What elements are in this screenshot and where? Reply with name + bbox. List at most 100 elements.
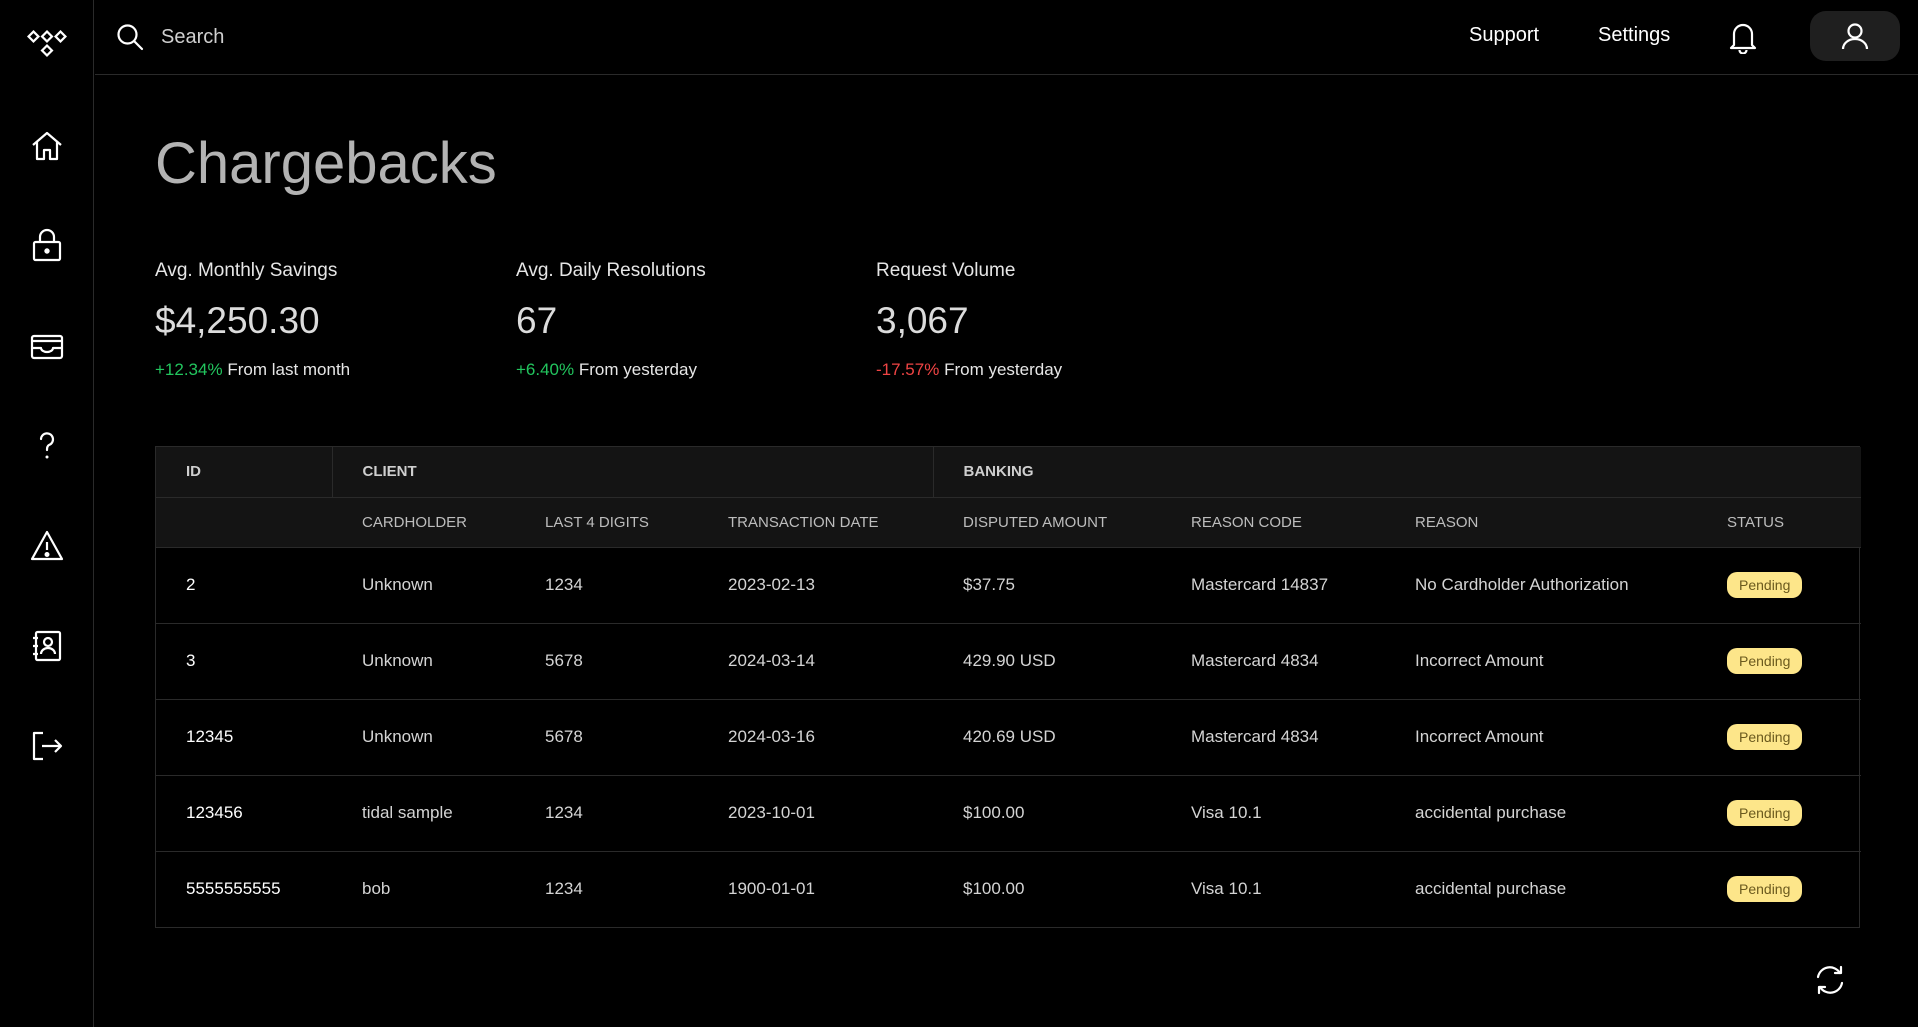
- cell-reason: No Cardholder Authorization: [1385, 547, 1697, 624]
- cell-last4: 1234: [515, 547, 698, 624]
- chargebacks-table: ID CLIENT BANKING CARDHOLDER LAST 4 DIGI…: [155, 446, 1861, 928]
- stat-change: +6.40% From yesterday: [516, 360, 706, 380]
- table-row[interactable]: 5555555555 bob 1234 1900-01-01 $100.00 V…: [156, 851, 1861, 927]
- cell-status: Pending: [1697, 775, 1861, 852]
- column-header-disputed-amount: DISPUTED AMOUNT: [933, 497, 1161, 548]
- cell-id: 123456: [156, 775, 332, 852]
- stat-change-suffix: From yesterday: [944, 360, 1063, 379]
- cell-reason: Incorrect Amount: [1385, 623, 1697, 700]
- sidebar-item-logout[interactable]: [22, 721, 72, 771]
- column-group-banking: BANKING: [933, 447, 1861, 498]
- column-header-transaction-date: TRANSACTION DATE: [698, 497, 933, 548]
- cell-id: 5555555555: [186, 879, 281, 899]
- table-row[interactable]: 123456 tidal sample 1234 2023-10-01 $100…: [156, 775, 1861, 852]
- logout-icon: [32, 731, 63, 761]
- column-header-reason: REASON: [1385, 497, 1697, 548]
- warning-icon: [30, 530, 64, 561]
- cell-reason: accidental purchase: [1385, 775, 1697, 852]
- cell-reason-code: Visa 10.1: [1191, 879, 1262, 899]
- cell-id: 12345: [156, 699, 332, 776]
- page-title: Chargebacks: [155, 131, 497, 196]
- support-link[interactable]: Support: [1469, 24, 1540, 46]
- status-badge: Pending: [1727, 724, 1803, 750]
- cell-reason: Incorrect Amount: [1385, 699, 1697, 776]
- stat-value: 3,067: [876, 300, 969, 341]
- column-header-cardholder: CARDHOLDER: [332, 497, 515, 548]
- column-header-reason-code: REASON CODE: [1161, 497, 1385, 548]
- cell-status: Pending: [1697, 623, 1861, 700]
- cell-status: Pending: [1697, 851, 1861, 927]
- cell-reason-code: Mastercard 14837: [1161, 547, 1385, 624]
- stat-change-percent: -17.57%: [876, 360, 940, 379]
- logo-icon[interactable]: [27, 30, 67, 62]
- table-row[interactable]: 3 Unknown 5678 2024-03-14 429.90 USD Mas…: [156, 623, 1861, 700]
- cell-amount: $37.75: [933, 547, 1161, 624]
- cell-amount: $100.00: [933, 775, 1161, 852]
- stat-label: Request Volume: [876, 260, 1016, 281]
- cell-cardholder: Unknown: [332, 547, 515, 624]
- sidebar-item-security[interactable]: [22, 221, 72, 271]
- stat-change: +12.34% From last month: [155, 360, 350, 380]
- cell-status: Pending: [1697, 547, 1861, 624]
- cell-date: 2024-03-16: [698, 699, 933, 776]
- stat-label: Avg. Monthly Savings: [155, 260, 338, 281]
- cell-cardholder: bob: [362, 879, 391, 899]
- sidebar-item-wallet[interactable]: [22, 321, 72, 371]
- stat-label: Avg. Daily Resolutions: [516, 260, 706, 281]
- settings-link[interactable]: Settings: [1598, 24, 1671, 46]
- cell-cardholder: tidal sample: [332, 775, 515, 852]
- stat-value: 67: [516, 300, 558, 341]
- stat-request-volume: Request Volume 3,067 -17.57% From yester…: [876, 260, 1062, 380]
- search-icon[interactable]: [115, 22, 145, 52]
- stat-change-percent: +6.40%: [516, 360, 575, 379]
- column-header-empty: [156, 497, 332, 548]
- stat-change-percent: +12.34%: [155, 360, 223, 379]
- table-row[interactable]: 2 Unknown 1234 2023-02-13 $37.75 Masterc…: [156, 547, 1861, 624]
- cell-last4: 1234: [545, 879, 583, 899]
- user-icon: [1841, 23, 1869, 50]
- column-group-client: CLIENT: [332, 447, 934, 498]
- column-group-id: ID: [156, 447, 333, 498]
- cell-reason-code: Visa 10.1: [1161, 775, 1385, 852]
- cell-reason: accidental purchase: [1415, 879, 1567, 899]
- status-badge: Pending: [1727, 876, 1803, 903]
- column-header-status: STATUS: [1697, 497, 1861, 548]
- cell-date: 2023-10-01: [698, 775, 933, 852]
- cell-date: 1900-01-01: [728, 879, 815, 899]
- cell-amount: $100.00: [963, 879, 1025, 899]
- top-bar: Support Settings: [95, 0, 1918, 75]
- status-badge: Pending: [1727, 572, 1803, 598]
- cell-reason-code: Mastercard 4834: [1161, 699, 1385, 776]
- bell-icon[interactable]: [1727, 20, 1759, 54]
- status-badge: Pending: [1727, 648, 1803, 674]
- stat-change-suffix: From last month: [227, 360, 351, 379]
- stat-change-suffix: From yesterday: [578, 360, 697, 379]
- stat-value: $4,250.30: [155, 300, 320, 341]
- sidebar-item-help[interactable]: [22, 421, 72, 471]
- table-row[interactable]: 12345 Unknown 5678 2024-03-16 420.69 USD…: [156, 699, 1861, 776]
- sidebar-item-alerts[interactable]: [22, 521, 72, 571]
- cell-amount: 429.90 USD: [933, 623, 1161, 700]
- cell-cardholder: Unknown: [332, 623, 515, 700]
- cell-date: 2024-03-14: [698, 623, 933, 700]
- contacts-icon: [33, 630, 62, 662]
- cell-last4: 5678: [515, 623, 698, 700]
- search-input[interactable]: [161, 20, 581, 54]
- sidebar-item-home[interactable]: [22, 121, 72, 171]
- cell-id: 3: [156, 623, 332, 700]
- cell-date: 2023-02-13: [698, 547, 933, 624]
- column-header-last4: LAST 4 DIGITS: [515, 497, 698, 548]
- cell-amount: 420.69 USD: [933, 699, 1161, 776]
- sidebar-item-contacts[interactable]: [22, 621, 72, 671]
- status-badge: Pending: [1727, 800, 1803, 826]
- sidebar: [0, 0, 94, 1027]
- help-icon: [39, 432, 55, 459]
- stat-daily-resolutions: Avg. Daily Resolutions 67 +6.40% From ye…: [516, 260, 706, 380]
- cell-last4: 5678: [515, 699, 698, 776]
- wallet-icon: [30, 334, 64, 360]
- refresh-icon[interactable]: [1812, 962, 1848, 998]
- lock-icon: [32, 228, 62, 262]
- cell-id: 2: [156, 547, 332, 624]
- user-menu-button[interactable]: [1810, 11, 1900, 61]
- stat-change: -17.57% From yesterday: [876, 360, 1062, 380]
